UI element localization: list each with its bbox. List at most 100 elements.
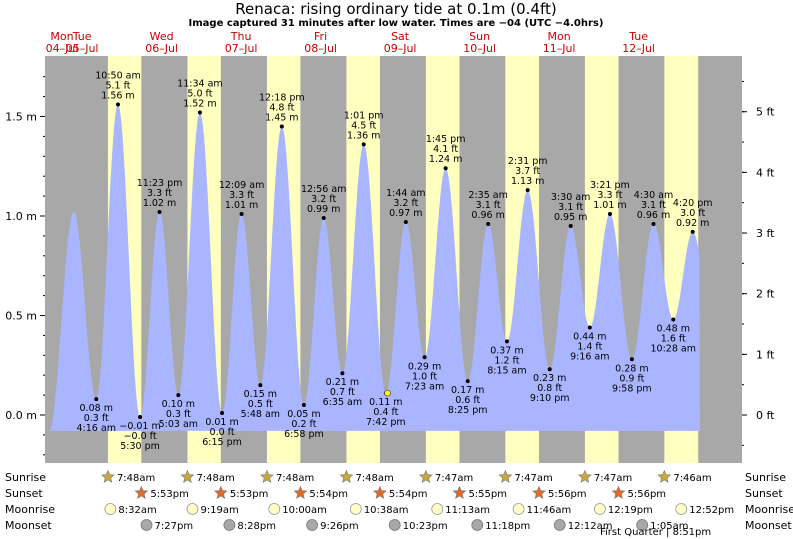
moonrise-icon xyxy=(675,503,688,515)
tide-area xyxy=(49,104,700,431)
sunset-time: 5:54pm xyxy=(389,489,428,500)
high-tide-feet: 3.1 ft xyxy=(641,200,666,211)
extreme-dot xyxy=(465,379,470,384)
moonset-time: 10:23pm xyxy=(403,521,448,532)
right-axis-label: 2 ft xyxy=(756,288,775,301)
moonrise-time: 10:00am xyxy=(282,505,327,516)
sunrise-icon xyxy=(418,469,433,483)
moonset-icon xyxy=(553,519,566,531)
low-tide-meters: −0.01 m xyxy=(119,421,160,432)
day-date: 06–Jul xyxy=(145,42,178,55)
sunset-icon xyxy=(452,485,467,499)
astro-row-label-right: Moonset xyxy=(745,519,792,532)
extreme-dot xyxy=(568,223,573,228)
sunset-icon xyxy=(134,485,149,499)
sunset-icon xyxy=(532,485,546,499)
sunrise-time: 7:48am xyxy=(117,473,155,484)
high-tide-meters: 0.96 m xyxy=(471,210,504,221)
high-tide-meters: 0.96 m xyxy=(637,210,670,221)
sunset-time: 5:55pm xyxy=(468,489,507,500)
low-tide-feet: 0.3 ft xyxy=(166,409,191,420)
low-tide-feet: 0.9 ft xyxy=(619,373,644,384)
high-tide-time: 10:50 am xyxy=(95,71,140,82)
moonset-time: 8:28pm xyxy=(237,521,276,532)
low-tide-meters: 0.44 m xyxy=(573,331,606,342)
extreme-dot xyxy=(587,325,592,330)
high-tide-time: 4:30 am xyxy=(634,190,673,201)
high-tide-feet: 3.1 ft xyxy=(476,200,501,211)
moon-phase-note: First Quarter | 8:51pm xyxy=(600,527,711,538)
extreme-dot xyxy=(651,221,656,226)
day-name: Sat xyxy=(391,30,410,43)
extreme-dot xyxy=(239,212,244,217)
moonrise-icon xyxy=(186,503,199,515)
high-tide-feet: 3.3 ft xyxy=(229,190,254,201)
day-date: 10–Jul xyxy=(463,42,496,55)
day-date: 05–Jul xyxy=(66,42,99,55)
extreme-dot xyxy=(403,219,408,224)
low-tide-feet: 1.0 ft xyxy=(412,371,437,382)
moonset-time: 7:27pm xyxy=(155,521,194,532)
extreme-dot xyxy=(547,367,552,372)
low-tide-meters: 0.17 m xyxy=(451,385,484,396)
extreme-dot xyxy=(443,166,448,171)
low-tide-time: 5:30 pm xyxy=(120,441,160,452)
sunset-icon xyxy=(372,485,387,499)
high-tide-feet: 3.3 ft xyxy=(147,188,172,199)
low-tide-time: 8:25 pm xyxy=(448,405,488,416)
left-axis-label: 1.5 m xyxy=(5,111,37,124)
extreme-dot xyxy=(629,357,634,362)
low-tide-time: 6:15 pm xyxy=(202,437,242,448)
low-tide-feet: 0.5 ft xyxy=(248,399,273,410)
chart-title: Renaca: rising ordinary tide at 0.1m (0.… xyxy=(235,0,556,18)
low-tide-feet: 0.3 ft xyxy=(84,413,109,424)
high-tide-time: 3:30 am xyxy=(551,192,590,203)
moonrise-icon xyxy=(431,503,444,515)
extreme-dot xyxy=(138,414,143,419)
day-date: 09–Jul xyxy=(384,42,417,55)
moonrise-icon xyxy=(594,503,606,515)
high-tide-time: 3:21 pm xyxy=(590,180,630,191)
day-date: 11–Jul xyxy=(543,42,576,55)
moonrise-time: 11:46am xyxy=(527,505,572,516)
moonrise-icon xyxy=(268,503,281,515)
day-name: Thu xyxy=(230,30,252,43)
low-tide-meters: 0.21 m xyxy=(326,377,359,388)
day-date: 08–Jul xyxy=(304,42,337,55)
day-name: Tue xyxy=(628,30,648,43)
moonset-icon xyxy=(388,519,401,531)
moonrise-icon xyxy=(104,503,117,515)
sunrise-icon xyxy=(180,469,195,483)
moonset-icon xyxy=(306,519,318,531)
low-tide-feet: 0.7 ft xyxy=(330,387,355,398)
extreme-dot xyxy=(301,403,306,408)
low-tide-time: 6:58 pm xyxy=(284,429,324,440)
low-tide-feet: 1.6 ft xyxy=(661,333,686,344)
right-axis-label: 1 ft xyxy=(756,348,775,361)
sunrise-icon xyxy=(498,469,513,483)
high-tide-time: 1:45 pm xyxy=(426,134,466,145)
extreme-dot xyxy=(94,397,99,402)
low-tide-meters: 0.48 m xyxy=(657,323,690,334)
low-tide-meters: 0.15 m xyxy=(244,389,277,400)
day-name: Mon xyxy=(547,30,570,43)
day-date: 12–Jul xyxy=(622,42,655,55)
high-tide-time: 1:44 am xyxy=(386,188,425,199)
sunrise-time: 7:47am xyxy=(514,473,552,484)
extreme-dot xyxy=(690,229,695,234)
day-date: 07–Jul xyxy=(225,42,258,55)
low-tide-feet: 0.8 ft xyxy=(537,383,562,394)
extreme-dot xyxy=(279,124,284,129)
low-tide-feet: 1.2 ft xyxy=(494,355,519,366)
sunrise-time: 7:46am xyxy=(673,473,711,484)
extreme-dot xyxy=(157,210,162,215)
low-tide-meters: 0.11 m xyxy=(369,397,402,408)
high-tide-time: 11:23 pm xyxy=(137,178,183,189)
sunrise-icon xyxy=(260,469,274,483)
high-tide-meters: 1.36 m xyxy=(347,130,380,141)
sunset-time: 5:53pm xyxy=(230,489,269,500)
chart-subtitle: Image captured 31 minutes after low wate… xyxy=(189,18,604,29)
sunset-icon xyxy=(293,485,308,499)
astro-row-label-right: Sunrise xyxy=(745,471,786,484)
